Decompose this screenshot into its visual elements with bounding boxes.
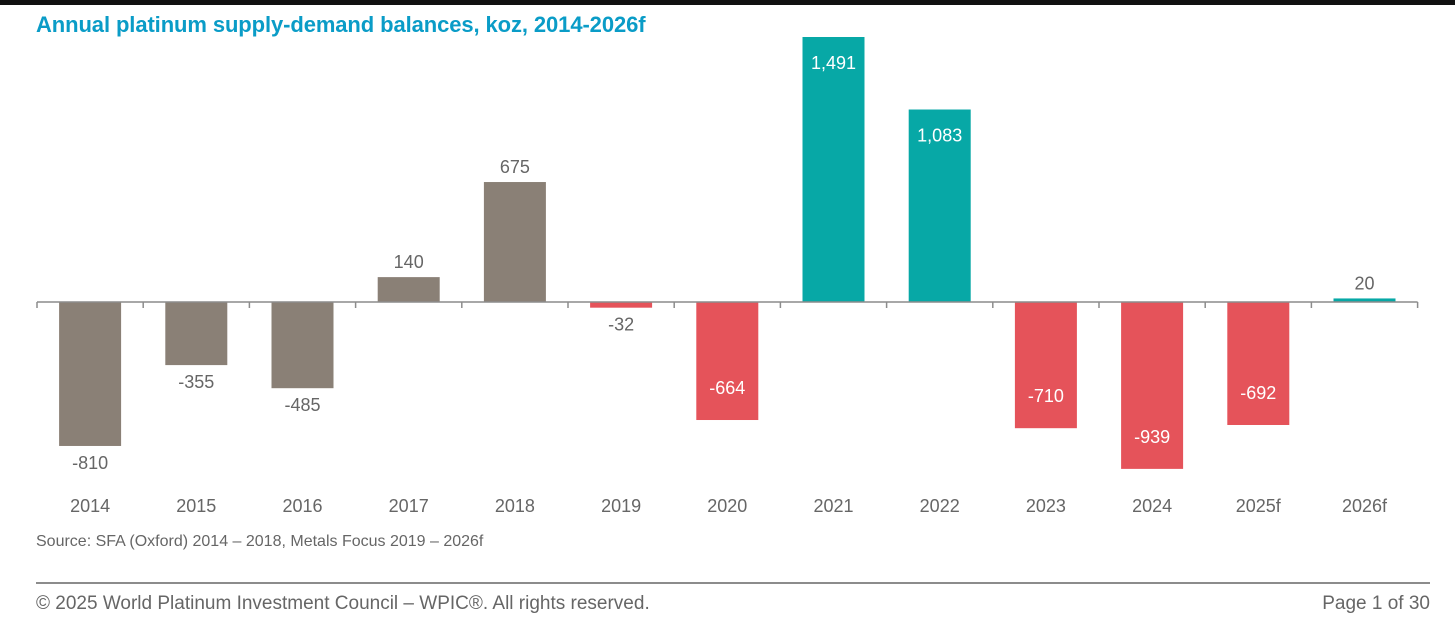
x-tick-label: 2017 (389, 496, 429, 516)
data-label: 20 (1354, 273, 1374, 293)
data-label: 675 (500, 157, 530, 177)
x-tick-label: 2018 (495, 496, 535, 516)
data-label: 140 (394, 252, 424, 272)
data-label: -664 (709, 378, 745, 398)
bar-2018 (483, 182, 546, 302)
copyright-text: © 2025 World Platinum Investment Council… (36, 593, 650, 614)
data-label: 1,491 (811, 53, 856, 73)
bar-2016 (271, 302, 334, 389)
bar-2019 (590, 302, 653, 308)
footer-divider (36, 582, 1430, 584)
bar-2023 (1014, 302, 1077, 429)
bars-group (59, 37, 1396, 469)
x-tick-label: 2015 (176, 496, 216, 516)
x-tick-label: 2021 (813, 496, 853, 516)
top-border (0, 0, 1455, 5)
bar-2024 (1121, 302, 1184, 469)
data-label: 1,083 (917, 126, 962, 146)
bar-2026f (1333, 298, 1396, 302)
x-tick-label: 2016 (282, 496, 322, 516)
data-label: -710 (1028, 386, 1064, 406)
data-label: -810 (72, 453, 108, 473)
x-tick-label: 2019 (601, 496, 641, 516)
chart-title: Annual platinum supply-demand balances, … (36, 12, 646, 37)
data-label: -32 (608, 315, 634, 335)
x-tick-label: 2014 (70, 496, 110, 516)
page-indicator: Page 1 of 30 (1322, 593, 1430, 614)
x-tick-label: 2025f (1236, 496, 1282, 516)
bar-2015 (165, 302, 228, 366)
x-tick-label: 2022 (920, 496, 960, 516)
source-note: Source: SFA (Oxford) 2014 – 2018, Metals… (36, 533, 484, 550)
bar-2020 (696, 302, 759, 421)
data-label: -692 (1240, 383, 1276, 403)
bar-2014 (59, 302, 122, 446)
x-tick-label: 2020 (707, 496, 747, 516)
bar-2017 (377, 277, 440, 302)
data-labels-group: -810 -355 -485 140 675 -32 -664 1,491 1,083 -710 -… (72, 53, 1374, 473)
data-label: -485 (284, 395, 320, 415)
bar-2022 (908, 109, 971, 302)
bar-chart: -810 -355 -485 140 675 -32 -664 1,491 1,083 -710 -… (36, 37, 1419, 516)
data-label: -939 (1134, 427, 1170, 447)
x-tick-labels-group: 2014 2015 2016 2017 2018 2019 2020 2021 2022 2023… (70, 496, 1388, 516)
x-tick-label: 2024 (1132, 496, 1172, 516)
x-tick-label: 2023 (1026, 496, 1066, 516)
x-axis (36, 301, 1419, 308)
data-label: -355 (178, 372, 214, 392)
x-tick-label: 2026f (1342, 496, 1388, 516)
bar-2021 (802, 37, 865, 302)
bar-2025f (1227, 302, 1290, 425)
